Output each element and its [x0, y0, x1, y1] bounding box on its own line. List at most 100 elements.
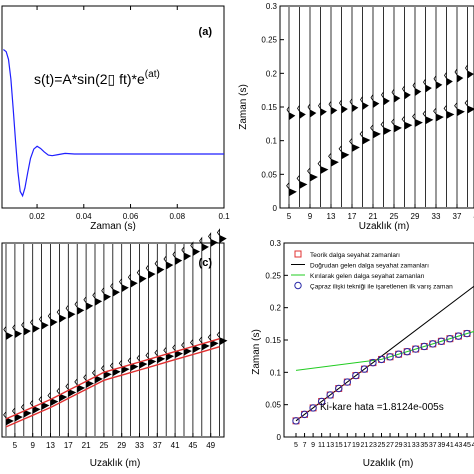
panel-c-wiggle-lobe	[86, 380, 94, 388]
panel-b: 00.050.10.150.20.250.3591317212529333741…	[238, 2, 474, 232]
panel-c-wiggle-lobe	[103, 371, 111, 379]
panel-c-pick-line-lower	[5, 346, 220, 428]
panel-d-picked-point	[292, 417, 300, 425]
panel-b-ytick-label: 0.05	[261, 170, 277, 179]
panel-a-xtick-label: 0.02	[29, 212, 45, 221]
panel-c-xtick-label: 37	[153, 441, 162, 450]
panel-c-wiggle-lobe	[130, 363, 138, 371]
panel-d-xtick-label: 45	[463, 442, 471, 449]
panel-b-xtick-label: 25	[390, 212, 399, 221]
panel-c-xtick-label: 5	[13, 441, 18, 450]
panel-d-picked-point	[343, 378, 351, 386]
panel-c-label: (c)	[199, 257, 213, 269]
panel-d-series	[292, 285, 474, 425]
panel-b-wiggle-lobe	[331, 107, 337, 115]
panel-d-picked-point	[335, 384, 343, 393]
panel-d-picked-point	[437, 337, 446, 345]
panel-b-wiggle-lobe	[383, 127, 391, 135]
panel-d-xtick-label: 17	[343, 442, 351, 449]
panel-a-formula: s(t)=A*sin(2▯ ft)*e(at)	[34, 69, 160, 87]
panel-d-legend-circle	[294, 281, 302, 290]
panel-b-ytick-label: 0.25	[261, 36, 277, 45]
panel-d-xtick-label: 35	[420, 442, 428, 449]
panel-d-legend: Teorik dalga seyahat zamanları Doğrudan g…	[291, 250, 453, 291]
panel-b-xtick-label: 5	[287, 212, 292, 221]
panel-c-wiggle-lobe	[50, 398, 58, 406]
panel-b-wiggle-lobe	[467, 71, 474, 78]
panel-d-ticks: 00.050.10.150.20.250.35 7 9 11 13 15 17 19 21 23 2…	[265, 239, 474, 449]
panel-d: 00.050.10.150.20.250.35 7 9 11 13 15 17 19 21 23 2…	[251, 239, 474, 469]
panel-c-pick-line-upper	[5, 338, 220, 420]
panel-c-wiggle-lobe	[192, 345, 200, 353]
panel-c-wiggle-lobe	[219, 337, 227, 345]
panel-b-wiggle-lobe	[289, 112, 295, 120]
panel-b-xtick-label: 37	[453, 212, 462, 221]
panel-d-picked-point	[420, 342, 428, 351]
panel-c-wiggle-lobe	[210, 340, 218, 348]
panel-d-xtick-label: 21	[361, 442, 369, 449]
panel-b-wiggle-lobe	[436, 114, 443, 122]
panel-c-wiggle-lobe	[95, 298, 102, 306]
panel-b-wiggle-trace	[338, 7, 350, 207]
panel-c-wiggle-lobe	[41, 322, 48, 330]
panel-c-wiggle-lobe	[121, 284, 128, 292]
panel-b-wiggle-lobe	[394, 95, 400, 103]
panel-c-wiggle-trace	[154, 244, 166, 436]
panel-b-wiggle-lobe	[310, 110, 316, 117]
panel-b-wiggle-lobe	[310, 174, 317, 181]
panel-d-legend-label: Doğrudan gelen dalga seyahat zamanları	[310, 263, 429, 270]
panel-d-legend-label: Kırılarak gelen dalga seyahat zamanları	[310, 273, 425, 280]
panel-a-ticks: 0.02 0.04 0.06 0.08 0.1	[29, 6, 230, 221]
panel-b-wiggle-lobe	[331, 159, 338, 167]
panel-d-legend-square	[294, 250, 302, 258]
panel-d-picked-point	[429, 340, 437, 348]
panel-c-wiggle-lobe	[184, 253, 191, 260]
panel-d-picked-point	[386, 353, 394, 361]
panel-b-ytick-label: 0.3	[266, 2, 278, 11]
panel-c-wiggle-lobe	[148, 271, 155, 279]
panel-b-xtick-label: 17	[348, 212, 357, 221]
panel-c-xtick-label: 49	[206, 441, 215, 450]
panel-b-xtick-label: 33	[432, 212, 441, 221]
panel-c-xtick-label: 41	[171, 441, 180, 450]
panel-d-picked-point	[300, 410, 309, 419]
panel-b-xtick-label: 29	[411, 212, 420, 221]
panel-c-wiggle-lobe	[68, 311, 75, 319]
panel-d-picked-point	[326, 391, 334, 399]
panel-c-wiggle-lobe	[192, 248, 200, 256]
panel-c-wiggle-lobe	[157, 355, 165, 363]
panel-a-xtick-label: 0.08	[169, 212, 185, 221]
panel-d-xtick-label: 15	[335, 442, 343, 449]
panel-d-xlabel: Uzaklık (m)	[363, 458, 414, 469]
panel-b-ticks: 00.050.10.150.20.250.3591317212529333741…	[261, 2, 474, 221]
panel-b-wiggle-trace	[317, 7, 329, 207]
panel-b-xtick-label: 21	[369, 212, 378, 221]
panel-c-wiggle-lobe	[32, 406, 40, 414]
panel-b-wiggle-trace	[412, 7, 423, 207]
panel-c-wiggle-lobe	[166, 262, 173, 269]
panel-c-wiggle-trace	[47, 244, 59, 436]
panel-c-wiggle-lobe	[86, 302, 93, 310]
panel-b-wiggle-lobe	[404, 122, 412, 130]
panel-c-xtick-label: 45	[188, 441, 197, 450]
panel-d-refracted-wave-line	[295, 330, 474, 371]
panel-c-wiggle-lobe	[103, 293, 111, 301]
panel-b-wiggle-trace	[286, 7, 297, 207]
panel-d-ytick-label: 0.25	[265, 271, 281, 280]
panel-c-xtick-label: 13	[46, 441, 55, 450]
panel-c-traces	[3, 228, 228, 436]
panel-d-annotation: Ki-kare hata =1.8124e-005s	[320, 402, 444, 413]
panel-c-wiggle-lobe	[41, 402, 49, 410]
panel-b-wiggle-lobe	[446, 111, 454, 119]
panel-b-wiggle-lobe	[394, 124, 401, 132]
panel-c-xlabel: Uzaklık (m)	[90, 458, 141, 469]
panel-c-wiggle-lobe	[95, 375, 102, 383]
panel-c-wiggle-trace	[29, 244, 41, 436]
panel-b-wiggle-lobe	[362, 102, 369, 110]
panel-b-wiggle-lobe	[352, 144, 359, 152]
panel-d-legend-label: Teorik dalga seyahat zamanları	[310, 252, 400, 259]
panel-b-ytick-label: 0.2	[266, 69, 278, 78]
panel-b-wiggle-trace	[391, 7, 402, 207]
panel-d-picked-point	[446, 335, 454, 343]
panel-d-xtick-label: 7	[303, 442, 307, 449]
